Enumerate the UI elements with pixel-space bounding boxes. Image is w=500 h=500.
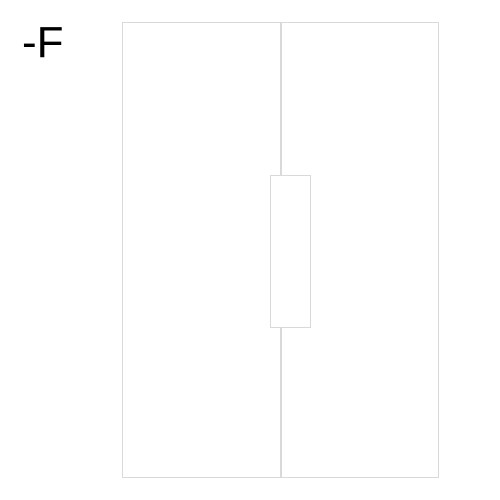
handle-panel <box>270 175 311 328</box>
left-panel <box>122 22 281 478</box>
diagram-label: -F <box>22 18 64 68</box>
